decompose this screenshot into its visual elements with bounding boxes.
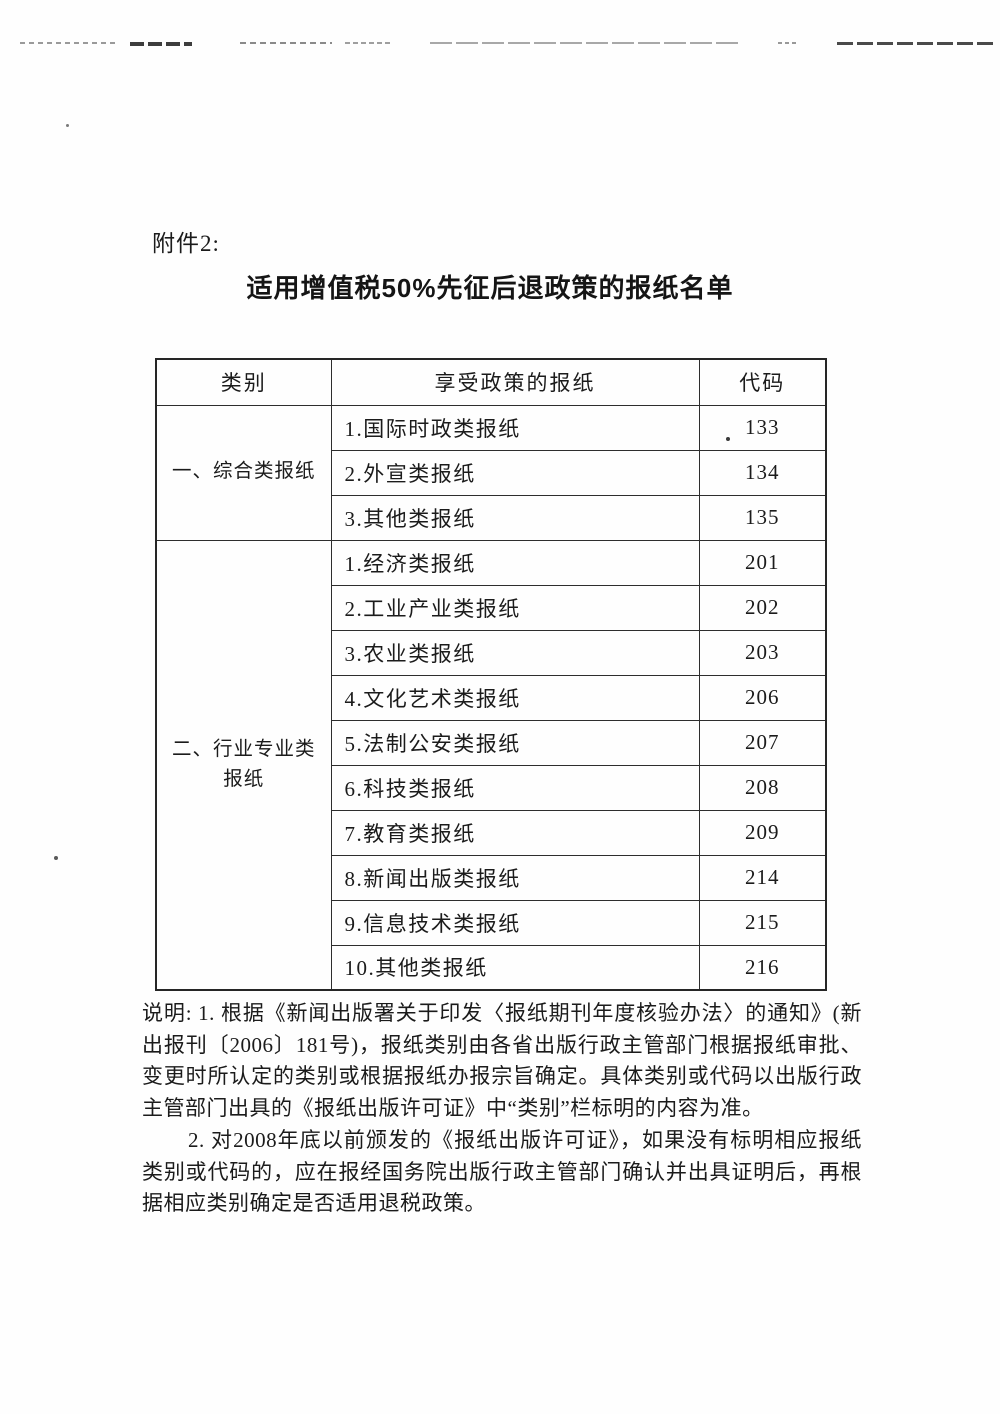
- code-cell: 208: [698, 764, 827, 811]
- table-row: 10.其他类报纸 216: [156, 944, 827, 991]
- table-row: 6.科技类报纸 208: [156, 764, 827, 811]
- newspaper-cell: 10.其他类报纸: [330, 944, 700, 991]
- scan-speck: [66, 124, 69, 127]
- newspaper-cell: 9.信息技术类报纸: [330, 899, 700, 946]
- code-cell: 202: [698, 584, 827, 631]
- newspaper-cell: 8.新闻出版类报纸: [330, 854, 700, 901]
- newspaper-cell: 5.法制公安类报纸: [330, 719, 700, 766]
- code-cell: 209: [698, 809, 827, 856]
- category-cell-industry: 二、行业专业类报纸: [155, 539, 332, 991]
- table-row: 9.信息技术类报纸 215: [156, 899, 827, 946]
- header-newspaper: 享受政策的报纸: [330, 358, 700, 406]
- code-cell: 214: [698, 854, 827, 901]
- table-row: 一、综合类报纸 1.国际时政类报纸 133: [155, 404, 827, 541]
- code-cell: 203: [698, 629, 827, 676]
- newspaper-cell: 4.文化艺术类报纸: [330, 674, 700, 721]
- table-row: 3.农业类报纸 203: [156, 629, 827, 676]
- category-cell-general: 一、综合类报纸: [155, 404, 332, 541]
- table-row: 8.新闻出版类报纸 214: [156, 854, 827, 901]
- code-cell: 133: [698, 404, 827, 451]
- note-line: 变更时所认定的类别或根据报纸办报宗旨确定。具体类别或代码以出版行政: [142, 1064, 862, 1089]
- table-row: 2.外宣类报纸 134: [156, 449, 827, 496]
- table-row: 二、行业专业类报纸 1.经济类报纸 201: [155, 539, 827, 991]
- scan-dash: [130, 42, 192, 46]
- header-category: 类别: [155, 358, 332, 406]
- note-line: 类别或代码的，应在报经国务院出版行政主管部门确认并出具证明后，再根: [142, 1159, 862, 1184]
- newspaper-cell: 1.经济类报纸: [330, 539, 700, 586]
- newspaper-cell: 3.其他类报纸: [330, 494, 700, 541]
- attachment-label: 附件2:: [152, 231, 220, 256]
- newspaper-cell: 7.教育类报纸: [330, 809, 700, 856]
- code-cell: 216: [698, 944, 827, 991]
- note-line: 2. 对2008年底以前颁发的《报纸出版许可证》，如果没有标明相应报纸: [188, 1127, 862, 1152]
- code-cell: 207: [698, 719, 827, 766]
- newspaper-cell: 2.工业产业类报纸: [330, 584, 700, 631]
- document-title: 适用增值税50%先征后退政策的报纸名单: [246, 273, 734, 303]
- code-cell: 206: [698, 674, 827, 721]
- table-row: 4.文化艺术类报纸 206: [156, 674, 827, 721]
- table-row: 3.其他类报纸 135: [156, 494, 827, 541]
- code-cell: 215: [698, 899, 827, 946]
- scan-dash: [345, 42, 391, 44]
- scan-dash: [430, 42, 742, 44]
- newspaper-cell: 3.农业类报纸: [330, 629, 700, 676]
- note-line: 主管部门出具的《报纸出版许可证》中“类别”栏标明的内容为准。: [142, 1096, 764, 1121]
- scan-dash: [20, 42, 117, 44]
- scan-dash: [778, 42, 798, 44]
- code-cell: 135: [698, 494, 827, 541]
- newspaper-cell: 2.外宣类报纸: [330, 449, 700, 496]
- newspaper-table: 类别 享受政策的报纸 代码 一、综合类报纸 1.国际时政类报纸 133 2.外宣…: [155, 358, 827, 991]
- scan-dash: [240, 42, 332, 44]
- header-code: 代码: [698, 358, 827, 406]
- note-line: 据相应类别确定是否适用退税政策。: [142, 1191, 486, 1216]
- notes-section: 说明: 1. 根据《新闻出版署关于印发〈报纸期刊年度核验办法〉的通知》(新 出报…: [142, 998, 862, 1220]
- note-line: 出报刊〔2006〕181号)，报纸类别由各省出版行政主管部门根据报纸审批、: [142, 1032, 862, 1057]
- code-cell: 201: [698, 539, 827, 586]
- newspaper-cell: 6.科技类报纸: [330, 764, 700, 811]
- scan-speck: [54, 856, 58, 860]
- scan-artifacts: [0, 0, 1000, 60]
- note-line: 说明: 1. 根据《新闻出版署关于印发〈报纸期刊年度核验办法〉的通知》(新: [142, 1001, 862, 1025]
- newspaper-cell: 1.国际时政类报纸: [330, 404, 700, 451]
- table-header-row: 类别 享受政策的报纸 代码: [155, 358, 827, 406]
- code-cell: 134: [698, 449, 827, 496]
- table-row: 7.教育类报纸 209: [156, 809, 827, 856]
- scan-dash: [837, 42, 997, 45]
